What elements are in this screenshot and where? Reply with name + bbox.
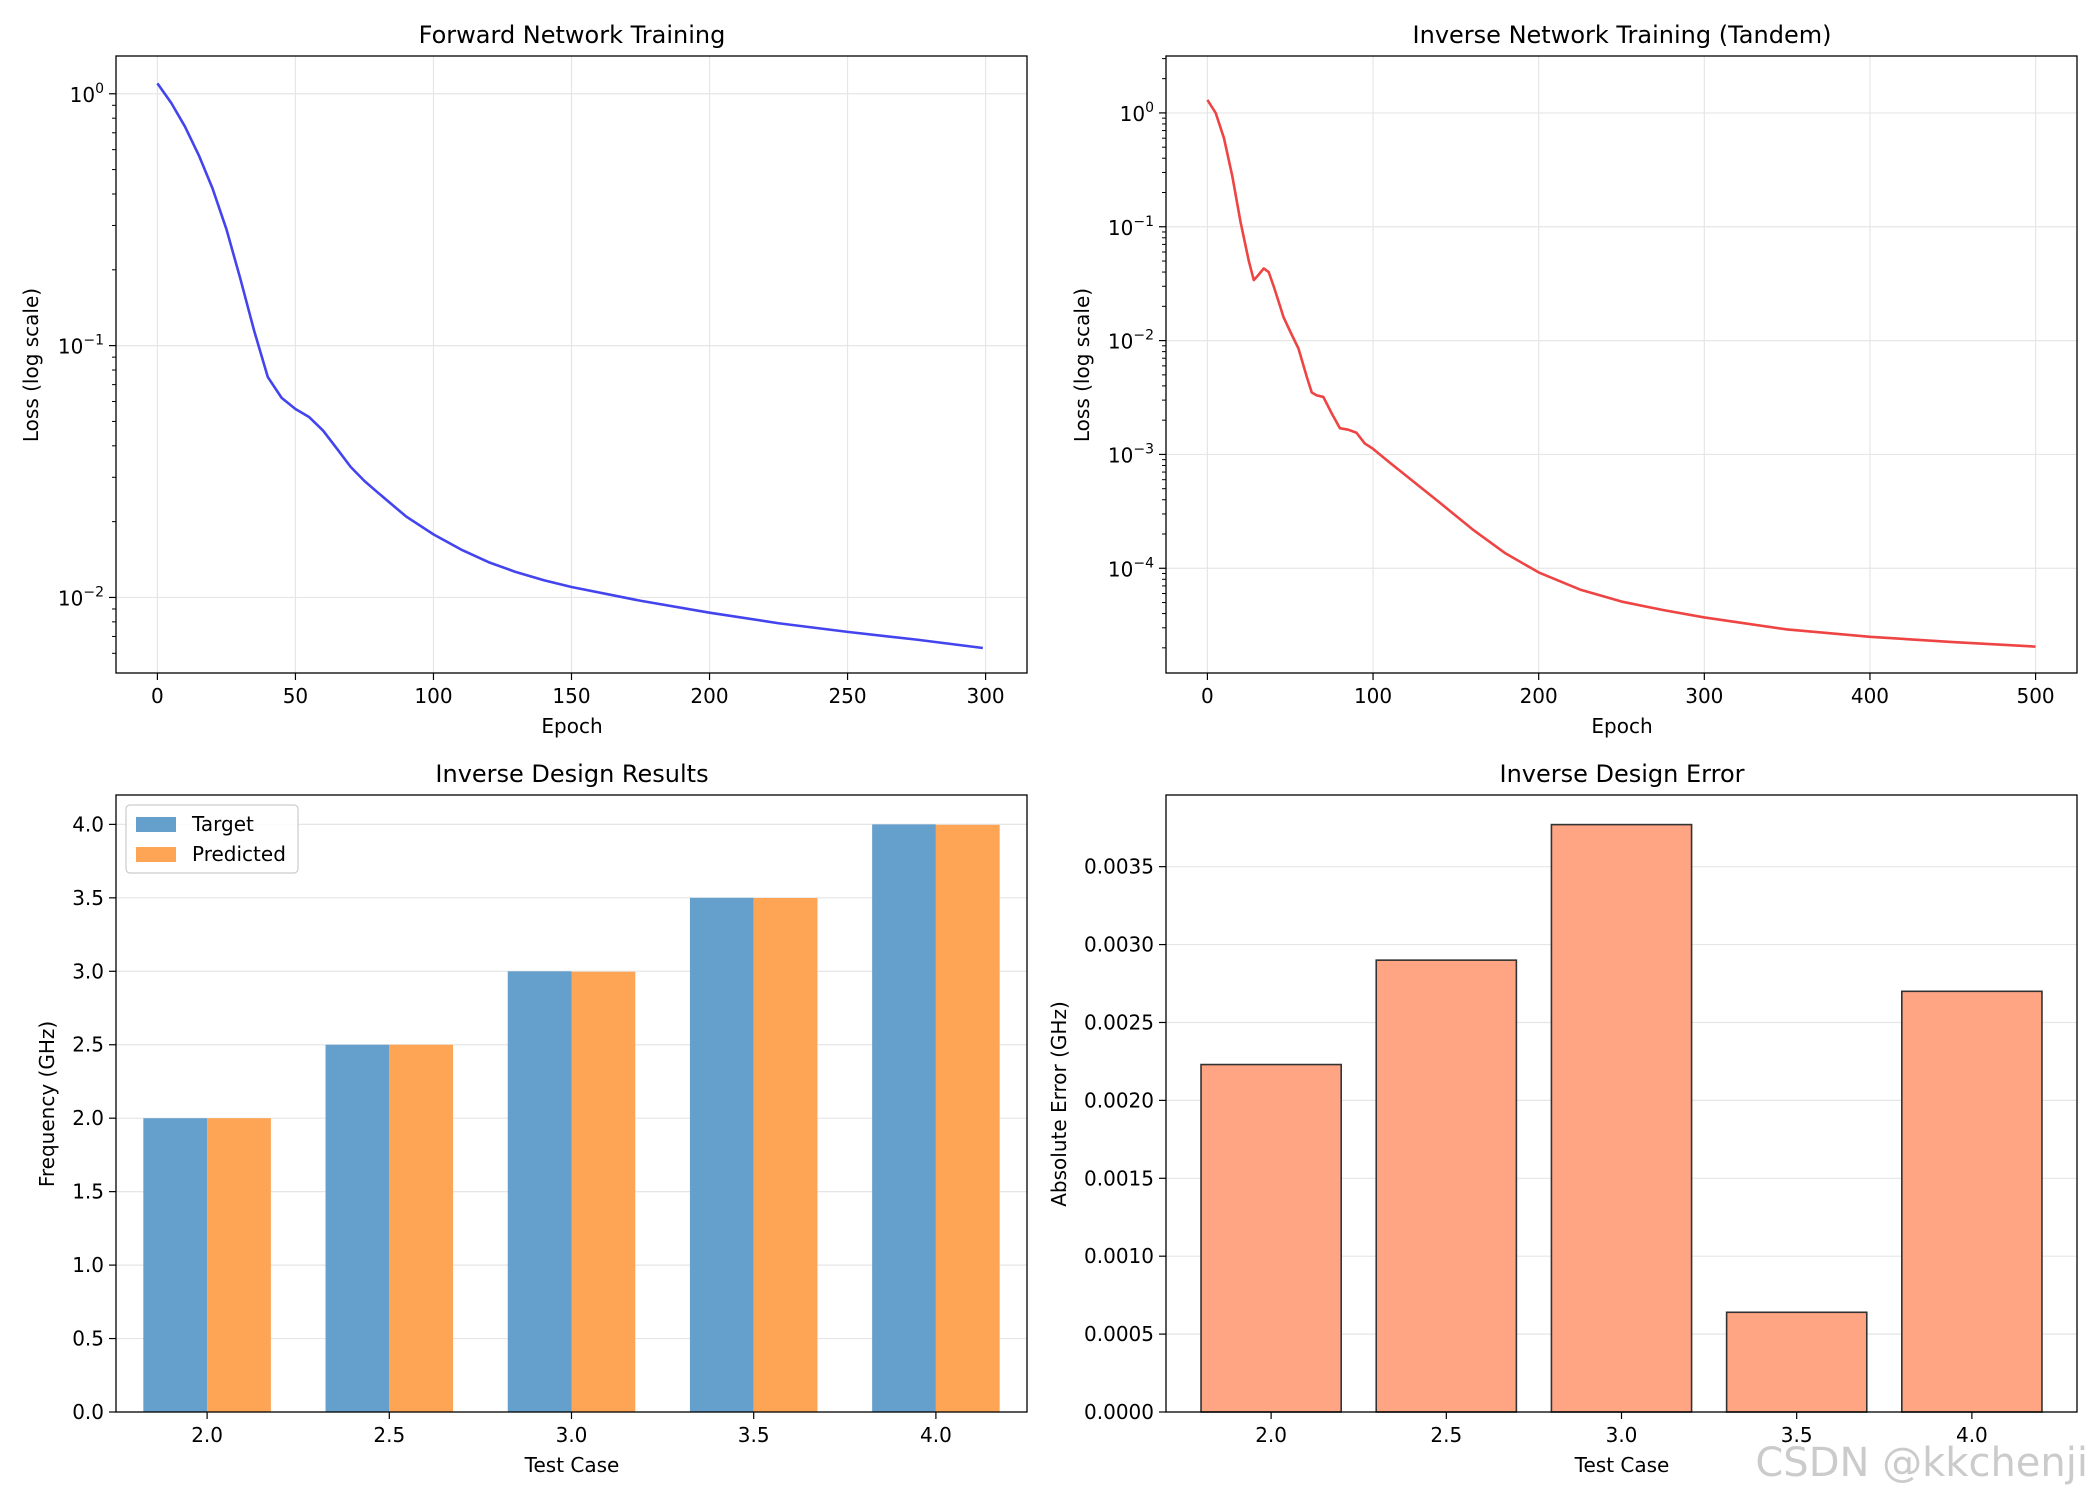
x-tick-label: 50 [283,684,308,708]
y-tick-label: 0.0005 [1084,1322,1154,1346]
forward-training-xlabel: Epoch [541,714,602,738]
y-tick-label: 100 [70,81,104,107]
design-results-ylabel: Frequency (GHz) [35,1021,59,1187]
predicted-bar [207,1118,271,1412]
x-tick-label: 3.5 [738,1423,770,1447]
y-tick-label: 4.0 [72,812,104,836]
y-tick-label: 1.0 [72,1253,104,1277]
y-tick-label: 10−4 [1108,555,1154,581]
x-tick-label: 0 [151,684,164,708]
y-tick-label: 0.0020 [1084,1088,1154,1112]
x-tick-label: 3.0 [1606,1423,1638,1447]
y-tick-label: 10−2 [1108,328,1154,354]
y-tick-label: 0.0 [72,1400,104,1424]
y-tick-label: 10−3 [1108,441,1154,467]
x-tick-label: 3.0 [556,1423,588,1447]
x-tick-label: 4.0 [920,1423,952,1447]
design-error-chart: Inverse Design Error Test Case Absolute … [1047,760,2078,1477]
y-tick-label: 0.5 [72,1327,104,1351]
design-error-xlabel: Test Case [1574,1453,1670,1477]
target-bar [507,971,572,1412]
y-tick-label: 10−1 [58,333,104,359]
y-tick-label: 100 [1120,100,1154,126]
error-bar [1375,959,1518,1413]
x-tick-label: 2.0 [1255,1423,1287,1447]
legend: Target Predicted [125,804,299,874]
forward-training-ylabel: Loss (log scale) [19,288,43,442]
y-tick-label: 0.0000 [1084,1400,1154,1424]
error-bar [1901,990,2043,1413]
legend-label: Target [191,812,254,836]
inverse-training-ylabel: Loss (log scale) [1070,288,1094,442]
predicted-bar [935,824,1000,1412]
x-tick-label: 500 [2016,684,2054,708]
legend-swatch [136,817,176,832]
x-tick-label: 100 [414,684,452,708]
design-results-title: Inverse Design Results [435,760,708,788]
y-tick-label: 0.0025 [1084,1010,1154,1034]
y-tick-label: 0.0030 [1084,933,1154,957]
target-bar [143,1118,208,1412]
design-error-title: Inverse Design Error [1499,760,1744,788]
x-tick-label: 2.5 [1430,1423,1462,1447]
y-tick-label: 10−2 [58,584,104,610]
design-error-ylabel: Absolute Error (GHz) [1047,1001,1071,1207]
x-tick-label: 0 [1201,684,1214,708]
y-tick-label: 10−1 [1108,214,1154,240]
y-tick-label: 0.0015 [1084,1166,1154,1190]
x-tick-label: 2.5 [373,1423,405,1447]
loss-line [1206,99,2036,648]
error-bar [1550,823,1693,1413]
predicted-bar [389,1044,454,1412]
x-tick-label: 150 [552,684,590,708]
target-bar [689,897,754,1412]
x-tick-label: 300 [966,684,1004,708]
legend-swatch [136,847,176,862]
x-tick-label: 250 [828,684,866,708]
forward-training-chart: Forward Network Training Epoch Loss (log… [19,21,1028,738]
target-bar [325,1044,390,1412]
loss-line [156,82,983,650]
y-tick-label: 2.5 [72,1033,104,1057]
y-tick-label: 3.5 [72,886,104,910]
axes-frame [1165,55,2078,674]
y-tick-label: 3.0 [72,959,104,983]
design-results-xlabel: Test Case [524,1453,620,1477]
forward-training-title: Forward Network Training [419,21,726,49]
error-bar [1200,1063,1342,1413]
error-bar [1725,1311,1868,1413]
design-results-chart: Inverse Design Results Test Case Frequen… [35,760,1028,1477]
inverse-training-title: Inverse Network Training (Tandem) [1413,21,1832,49]
inverse-training-xlabel: Epoch [1591,714,1652,738]
x-tick-label: 400 [1851,684,1889,708]
target-bar [872,824,936,1412]
x-tick-label: 3.5 [1781,1423,1813,1447]
x-tick-label: 200 [1520,684,1558,708]
y-tick-label: 0.0010 [1084,1244,1154,1268]
y-tick-label: 2.0 [72,1106,104,1130]
predicted-bar [753,897,818,1412]
x-tick-label: 2.0 [191,1423,223,1447]
x-tick-label: 4.0 [1956,1423,1988,1447]
predicted-bar [571,971,636,1412]
inverse-training-chart: Inverse Network Training (Tandem) Epoch … [1070,21,2078,738]
x-tick-label: 200 [690,684,728,708]
legend-label: Predicted [192,842,286,866]
y-tick-label: 1.5 [72,1180,104,1204]
y-tick-label: 0.0035 [1084,855,1154,879]
x-tick-label: 300 [1685,684,1723,708]
x-tick-label: 100 [1354,684,1392,708]
watermark: CSDN @kkchenji [1755,1440,2088,1486]
